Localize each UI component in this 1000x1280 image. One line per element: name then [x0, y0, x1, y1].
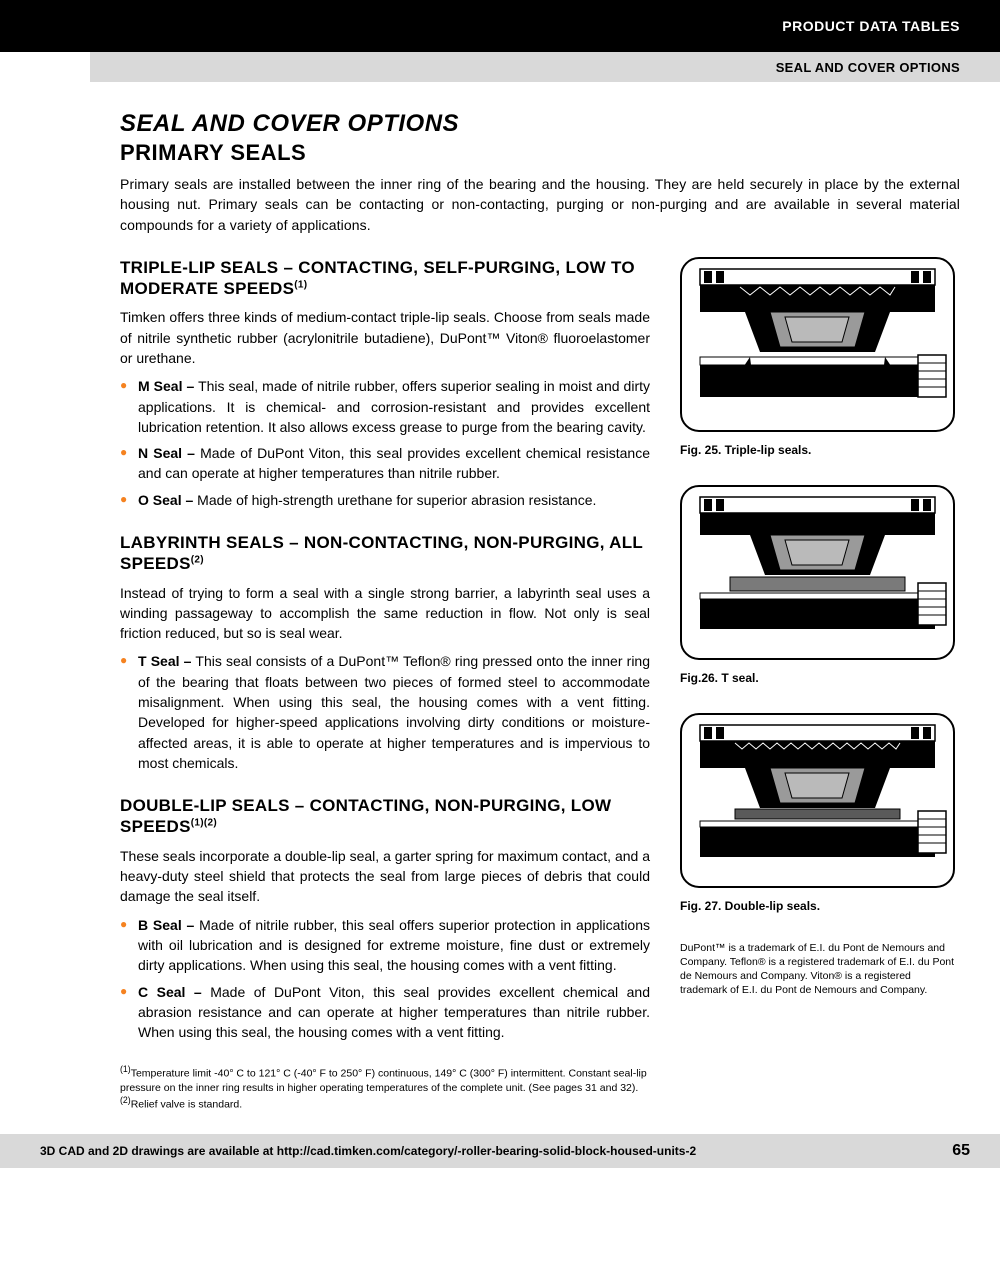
section-heading: TRIPLE-LIP SEALS – CONTACTING, SELF-PURG… — [120, 257, 650, 300]
page-number: 65 — [952, 1142, 970, 1160]
section-body: These seals incorporate a double-lip sea… — [120, 846, 650, 907]
page-content: SEAL AND COVER OPTIONS PRIMARY SEALS Pri… — [0, 82, 1000, 1112]
intro-paragraph: Primary seals are installed between the … — [120, 174, 960, 235]
section-heading: DOUBLE-LIP SEALS – CONTACTING, NON-PURGI… — [120, 795, 650, 838]
footer-text: 3D CAD and 2D drawings are available at … — [40, 1144, 696, 1158]
header-grey-text: SEAL AND COVER OPTIONS — [776, 60, 960, 75]
sub-title: PRIMARY SEALS — [120, 140, 960, 166]
figure-caption: Fig.26. T seal. — [680, 671, 960, 685]
header-black-text: PRODUCT DATA TABLES — [782, 18, 960, 34]
figure-27: Fig. 27. Double-lip seals. — [680, 713, 960, 913]
figure-caption: Fig. 27. Double-lip seals. — [680, 899, 960, 913]
figure-26: Fig.26. T seal. — [680, 485, 960, 685]
list-item: M Seal – This seal, made of nitrile rubb… — [138, 376, 650, 437]
list-item: T Seal – This seal consists of a DuPont™… — [138, 651, 650, 773]
section-triple-lip: TRIPLE-LIP SEALS – CONTACTING, SELF-PURG… — [120, 257, 650, 510]
section-body: Instead of trying to form a seal with a … — [120, 583, 650, 644]
t-seal-diagram — [680, 485, 955, 660]
right-column: Fig. 25. Triple-lip seals. — [680, 257, 960, 1112]
footnotes: (1)Temperature limit -40° C to 121° C (-… — [120, 1064, 650, 1112]
double-lip-seal-diagram — [680, 713, 955, 888]
footer-bar: 3D CAD and 2D drawings are available at … — [0, 1134, 1000, 1168]
triple-lip-seal-diagram — [680, 257, 955, 432]
section-body: Timken offers three kinds of medium-cont… — [120, 307, 650, 368]
trademark-note: DuPont™ is a trademark of E.I. du Pont d… — [680, 941, 960, 998]
main-title: SEAL AND COVER OPTIONS — [120, 110, 960, 138]
seal-list: M Seal – This seal, made of nitrile rubb… — [120, 376, 650, 510]
list-item: N Seal – Made of DuPont Viton, this seal… — [138, 443, 650, 484]
footnote-2: (2)Relief valve is standard. — [120, 1095, 650, 1112]
seal-list: T Seal – This seal consists of a DuPont™… — [120, 651, 650, 773]
list-item: C Seal – Made of DuPont Viton, this seal… — [138, 982, 650, 1043]
section-heading: LABYRINTH SEALS – NON-CONTACTING, NON-PU… — [120, 532, 650, 575]
header-black-bar: PRODUCT DATA TABLES — [0, 0, 1000, 52]
section-labyrinth: LABYRINTH SEALS – NON-CONTACTING, NON-PU… — [120, 532, 650, 773]
list-item: B Seal – Made of nitrile rubber, this se… — [138, 915, 650, 976]
left-column: TRIPLE-LIP SEALS – CONTACTING, SELF-PURG… — [120, 257, 650, 1112]
list-item: O Seal – Made of high-strength urethane … — [138, 490, 650, 510]
section-double-lip: DOUBLE-LIP SEALS – CONTACTING, NON-PURGI… — [120, 795, 650, 1042]
figure-25: Fig. 25. Triple-lip seals. — [680, 257, 960, 457]
figure-caption: Fig. 25. Triple-lip seals. — [680, 443, 960, 457]
seal-list: B Seal – Made of nitrile rubber, this se… — [120, 915, 650, 1043]
two-column-layout: TRIPLE-LIP SEALS – CONTACTING, SELF-PURG… — [120, 257, 960, 1112]
footnote-1: (1)Temperature limit -40° C to 121° C (-… — [120, 1064, 650, 1095]
header-grey-bar: SEAL AND COVER OPTIONS — [90, 52, 1000, 82]
